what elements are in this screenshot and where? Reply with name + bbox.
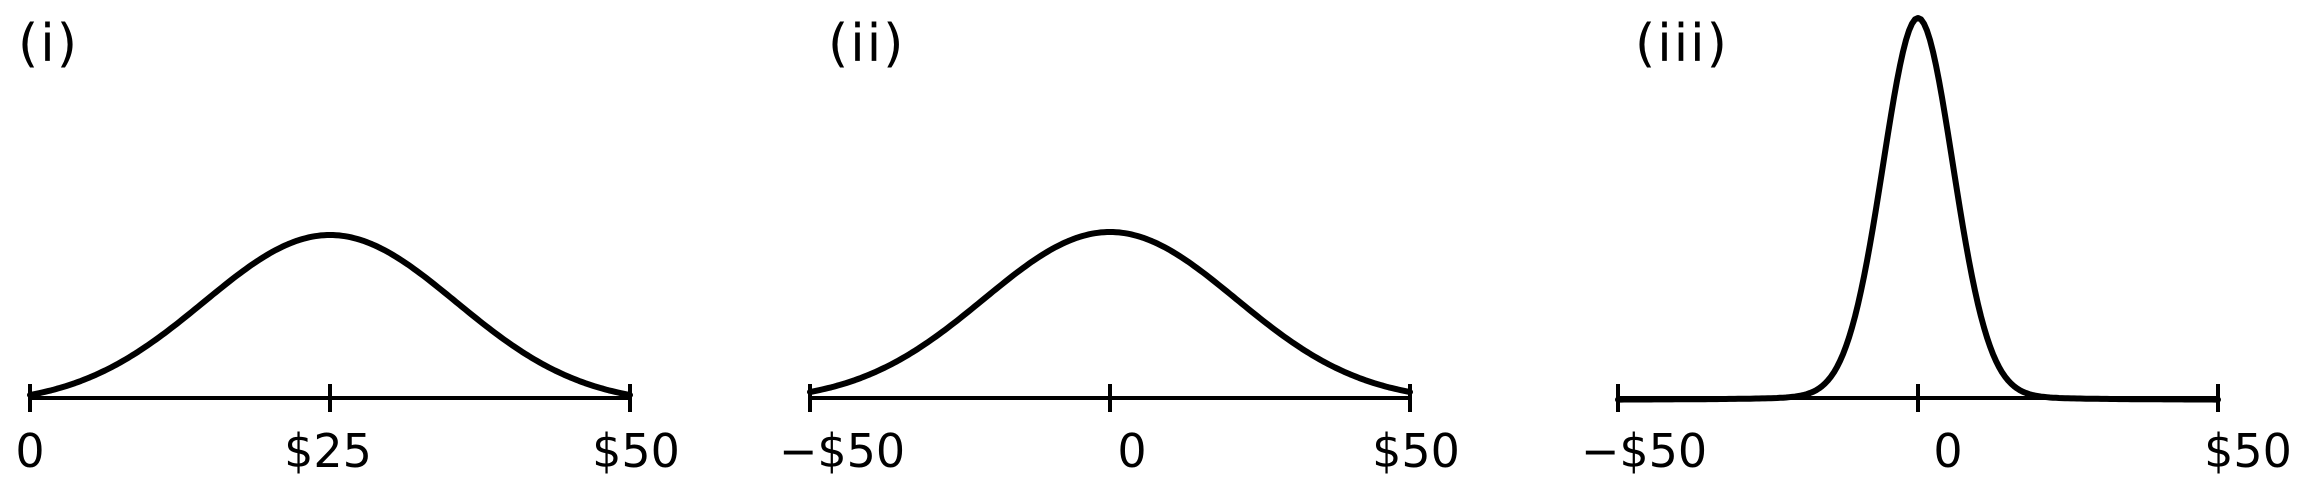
panel-label: (iii) — [1635, 14, 1729, 74]
x-tick-label: 0 — [1933, 424, 1963, 478]
distribution-curve — [807, 229, 1413, 395]
panel-label: (ii) — [828, 14, 906, 74]
x-tick-label: $50 — [2204, 424, 2292, 478]
panel-ii: (ii) −$50 0 $50 — [760, 0, 1500, 496]
x-tick-label: −$50 — [778, 424, 906, 478]
x-tick-label: $50 — [1372, 424, 1460, 478]
plot-ii — [807, 229, 1413, 412]
distribution-curve — [1615, 15, 2221, 403]
panel-iii: (iii) −$50 0 $50 — [1560, 0, 2312, 496]
x-tick-label: −$50 — [1580, 424, 1708, 478]
x-tick-label: $50 — [592, 424, 680, 478]
plot-iii — [1615, 15, 2221, 412]
panel-i: (i) 0 $25 $50 — [0, 0, 700, 496]
panel-label: (i) — [18, 14, 80, 74]
x-tick-label: 0 — [15, 424, 45, 478]
plot-i — [27, 232, 633, 412]
distribution-curve — [27, 232, 633, 398]
x-tick-label: $25 — [284, 424, 372, 478]
x-tick-label: 0 — [1117, 424, 1147, 478]
